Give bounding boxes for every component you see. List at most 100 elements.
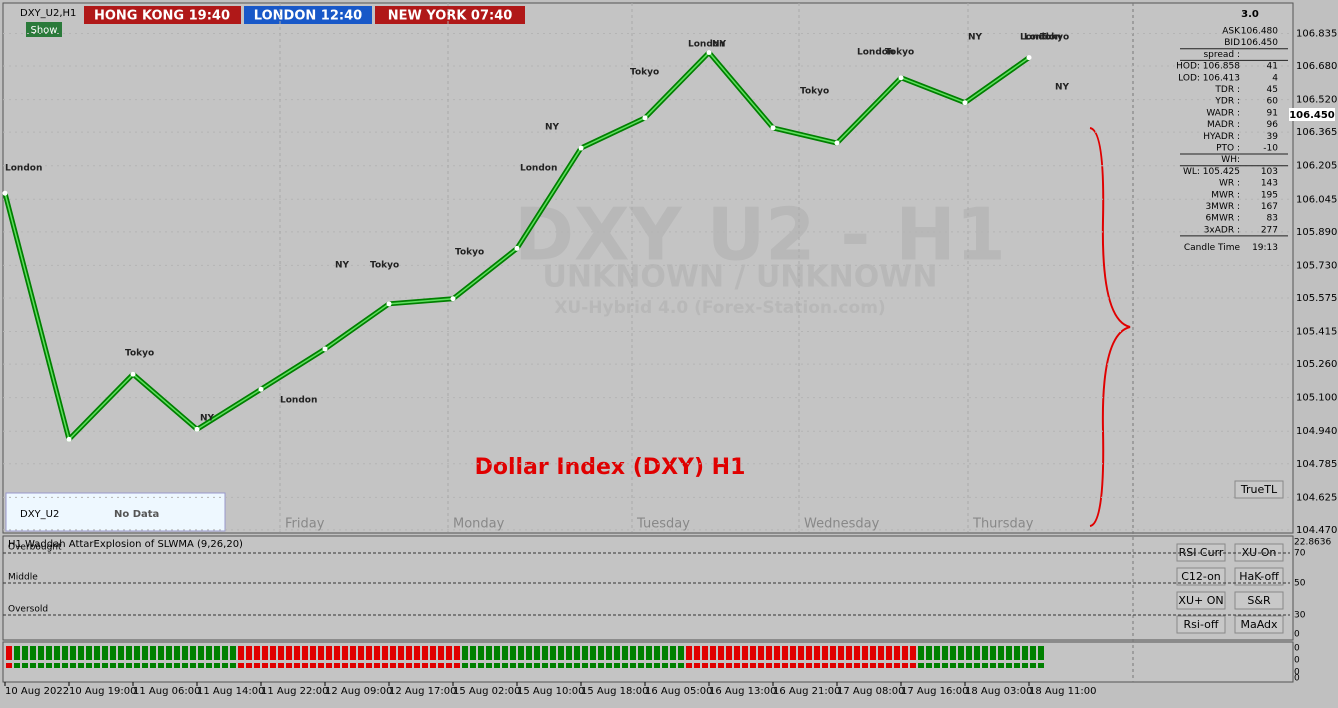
- signal-cell: [790, 663, 796, 668]
- signal-cell: [702, 663, 708, 668]
- session-label: Tokyo: [1040, 33, 1069, 43]
- panel-value: 106.450: [1241, 38, 1278, 48]
- button[interactable]: [1176, 567, 1226, 586]
- signal-cell: [102, 646, 108, 660]
- signal-cell: [702, 646, 708, 660]
- signal-cell: [806, 663, 812, 668]
- signal-cell: [134, 663, 140, 668]
- signal-scale: 0: [1294, 674, 1300, 684]
- x-tick-label: 12 Aug 17:00: [389, 686, 456, 697]
- signal-cell: [254, 663, 260, 668]
- signal-cell: [606, 646, 612, 660]
- button[interactable]: [1234, 480, 1284, 499]
- button-label[interactable]: Rsi-off: [1184, 618, 1219, 631]
- signal-cell: [950, 646, 956, 660]
- signal-cell: [158, 663, 164, 668]
- button-label[interactable]: C12-on: [1181, 570, 1221, 583]
- button-label[interactable]: S&R: [1247, 594, 1271, 607]
- indicator-scale: 70: [1294, 549, 1306, 559]
- button-label[interactable]: XU+ ON: [1178, 594, 1223, 607]
- signal-cell: [654, 646, 660, 660]
- signal-cell: [646, 663, 652, 668]
- panel-label: Candle Time: [1184, 243, 1241, 253]
- signal-cell: [782, 663, 788, 668]
- watermark: UNKNOWN / UNKNOWN: [543, 260, 938, 295]
- panel-value: 96: [1267, 120, 1279, 130]
- signal-cell: [358, 646, 364, 660]
- signal-cell: [486, 663, 492, 668]
- signal-cell: [646, 646, 652, 660]
- signal-cell: [14, 646, 20, 660]
- signal-cell: [630, 663, 636, 668]
- signal-cell: [214, 646, 220, 660]
- signal-cell: [110, 646, 116, 660]
- signal-scale: 0: [1294, 656, 1300, 666]
- signal-cell: [582, 663, 588, 668]
- signal-cell: [502, 663, 508, 668]
- session-label: London: [5, 164, 42, 174]
- signal-cell: [870, 663, 876, 668]
- signal-scale: 0: [1294, 644, 1300, 654]
- y-tick-label: 106.520: [1296, 95, 1337, 106]
- weekday-label: Thursday: [972, 517, 1034, 532]
- signal-cell: [574, 663, 580, 668]
- y-tick-label: 104.940: [1296, 426, 1337, 437]
- panel-value: 83: [1267, 214, 1278, 224]
- price-point: [450, 296, 456, 302]
- level-label: Overbought: [8, 543, 62, 553]
- signal-cell: [678, 646, 684, 660]
- button[interactable]: [1234, 591, 1284, 610]
- panel-label: WR :: [1219, 179, 1240, 189]
- signal-cell: [294, 646, 300, 660]
- signal-cell: [686, 663, 692, 668]
- button[interactable]: [1234, 567, 1284, 586]
- signal-cell: [918, 646, 924, 660]
- signal-cell: [510, 646, 516, 660]
- signal-cell: [206, 646, 212, 660]
- x-tick-label: 11 Aug 06:00: [133, 686, 200, 697]
- signal-cell: [126, 663, 132, 668]
- show-label[interactable]: Show: [31, 25, 58, 36]
- button[interactable]: [1176, 615, 1226, 634]
- signal-cell: [878, 646, 884, 660]
- x-tick-label: 11 Aug 14:00: [197, 686, 264, 697]
- session-label: London: [857, 48, 894, 58]
- panel-label: TDR :: [1214, 85, 1240, 95]
- signal-cell: [846, 663, 852, 668]
- signal-cell: [198, 646, 204, 660]
- session-label: NY: [200, 414, 215, 424]
- y-tick-label: 104.470: [1296, 525, 1337, 536]
- signal-cell: [886, 646, 892, 660]
- signal-cell: [206, 663, 212, 668]
- panel-value: 167: [1261, 202, 1278, 212]
- signal-cell: [1006, 663, 1012, 668]
- signal-cell: [942, 646, 948, 660]
- y-tick-label: 104.625: [1296, 492, 1337, 503]
- button[interactable]: [1234, 615, 1284, 634]
- signal-cell: [990, 646, 996, 660]
- button-label[interactable]: RSI Curr: [1179, 546, 1224, 559]
- symbol: DXY_U2,H1: [20, 8, 76, 19]
- panel-label: MWR :: [1211, 190, 1240, 200]
- button-label[interactable]: TrueTL: [1240, 483, 1278, 496]
- signal-cell: [262, 646, 268, 660]
- panel-value: 60: [1267, 97, 1279, 107]
- button-label[interactable]: MaAdx: [1240, 618, 1278, 631]
- clock-box: [84, 6, 241, 24]
- button[interactable]: [1176, 591, 1226, 610]
- y-tick-label: 105.575: [1296, 293, 1337, 304]
- session-label: London: [688, 40, 725, 50]
- clock: NEW YORK 07:40: [388, 9, 513, 24]
- signal-cell: [1030, 663, 1036, 668]
- signal-cell: [566, 646, 572, 660]
- button-label[interactable]: HaK-off: [1239, 570, 1279, 583]
- signal-cell: [606, 663, 612, 668]
- signal-cell: [174, 646, 180, 660]
- price-point: [514, 245, 520, 251]
- x-tick-label: 12 Aug 09:00: [325, 686, 392, 697]
- price-point: [1026, 55, 1032, 61]
- signal-cell: [142, 646, 148, 660]
- signal-cell: [854, 663, 860, 668]
- signal-cell: [638, 646, 644, 660]
